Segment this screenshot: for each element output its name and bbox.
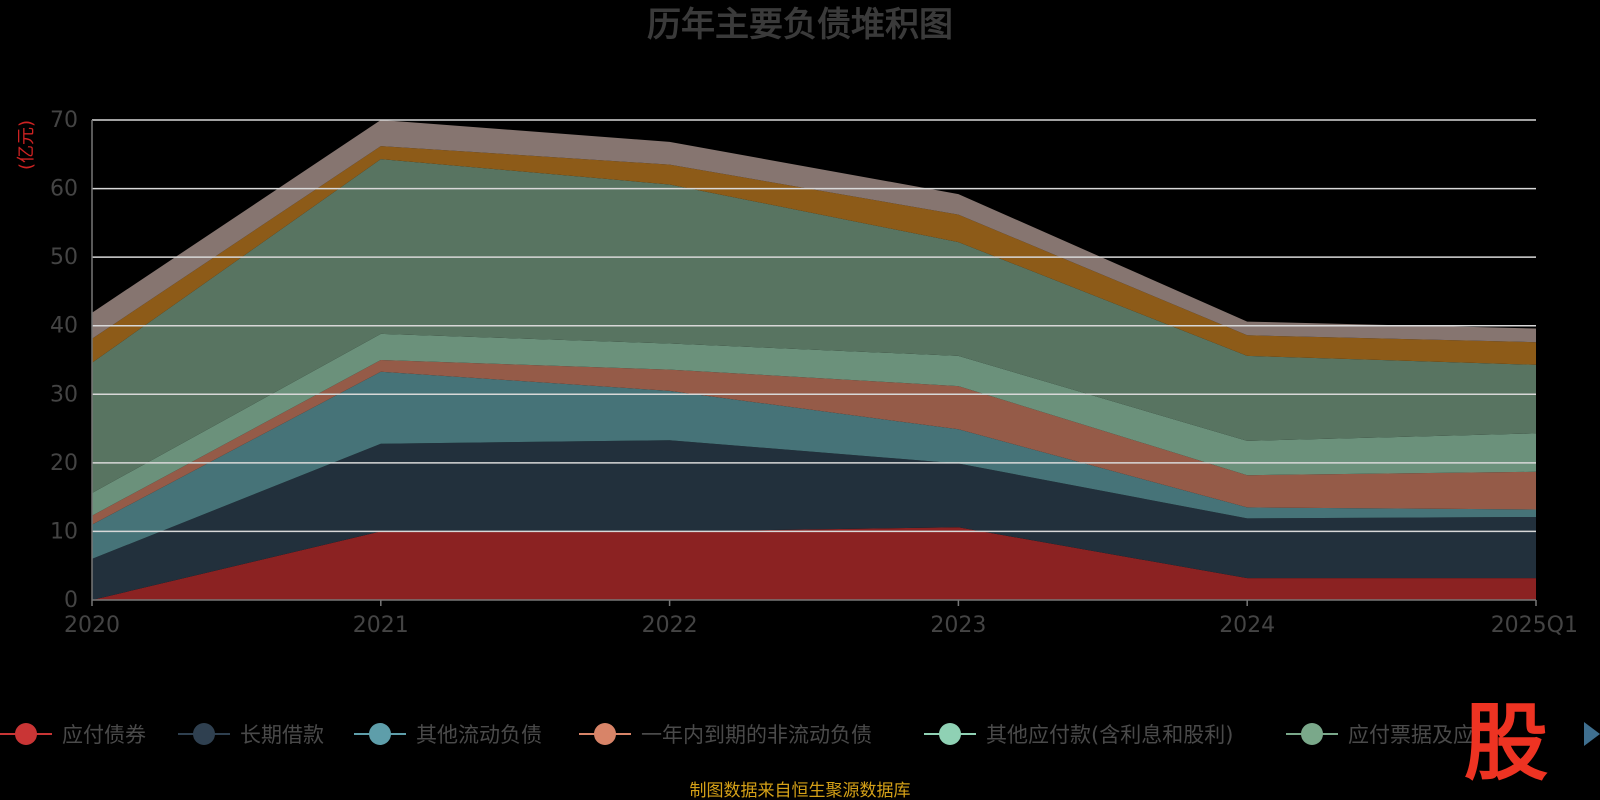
y-tick-label: 50 <box>50 245 78 270</box>
y-tick-label: 40 <box>50 314 78 339</box>
legend-marker-icon <box>369 723 391 745</box>
legend-item-5[interactable]: 应付票据及应 <box>1286 723 1474 747</box>
legend-label: 应付票据及应 <box>1348 723 1474 747</box>
legend-marker-icon <box>939 723 961 745</box>
area-series-2 <box>92 371 1536 559</box>
area-series-3 <box>92 360 1536 525</box>
legend-label: 一年内到期的非流动负债 <box>641 723 872 747</box>
area-series-0 <box>92 527 1536 600</box>
y-tick-label: 70 <box>50 108 78 133</box>
legend-label: 长期借款 <box>240 723 324 747</box>
y-tick-label: 20 <box>50 451 78 476</box>
x-tick-labels: 2020 2021 2022 2023 2024 2025Q1 <box>64 600 1578 638</box>
legend-label: 其他流动负债 <box>416 723 542 747</box>
legend-marker-icon <box>594 723 616 745</box>
x-tick-label: 2024 <box>1219 613 1275 638</box>
legend-item-2[interactable]: 其他流动负债 <box>354 723 542 747</box>
area-series-group <box>92 120 1536 600</box>
area-series-6 <box>92 146 1536 365</box>
x-tick-label: 2025Q1 <box>1491 613 1578 638</box>
legend-item-0[interactable]: 应付债券 <box>0 723 146 747</box>
area-series-1 <box>92 440 1536 600</box>
legend-item-4[interactable]: 其他应付款(含利息和股利) <box>924 723 1233 747</box>
y-unit-label: (亿元) <box>16 120 37 170</box>
x-tick-label: 2022 <box>642 613 698 638</box>
logo: 股 <box>1464 694 1548 792</box>
y-tick-label: 30 <box>50 382 78 407</box>
legend-label: 应付债券 <box>62 723 146 747</box>
legend: 应付债券 长期借款 其他流动负债 一年内到期的非流动负债 其他应付款(含利息和股利) 应付… <box>0 723 1474 747</box>
legend-item-1[interactable]: 长期借款 <box>178 723 324 747</box>
y-tick-label: 10 <box>50 519 78 544</box>
area-series-4 <box>92 333 1536 516</box>
legend-marker-icon <box>193 723 215 745</box>
legend-label: 其他应付款(含利息和股利) <box>986 723 1233 747</box>
legend-item-3[interactable]: 一年内到期的非流动负债 <box>579 723 872 747</box>
chart-title: 历年主要负债堆积图 <box>647 5 953 45</box>
legend-next-arrow-icon[interactable] <box>1584 722 1600 746</box>
x-tick-label: 2020 <box>64 613 120 638</box>
y-tick-label: 0 <box>64 588 78 613</box>
x-tick-label: 2021 <box>353 613 409 638</box>
legend-marker-icon <box>15 723 37 745</box>
source-note: 制图数据来自恒生聚源数据库 <box>690 781 911 800</box>
axes <box>91 120 1536 601</box>
y-tick-labels: 0 10 20 30 40 50 60 70 <box>50 108 78 613</box>
x-tick-label: 2023 <box>930 613 986 638</box>
gridlines <box>92 119 1536 533</box>
y-tick-label: 60 <box>50 177 78 202</box>
legend-marker-icon <box>1301 723 1323 745</box>
